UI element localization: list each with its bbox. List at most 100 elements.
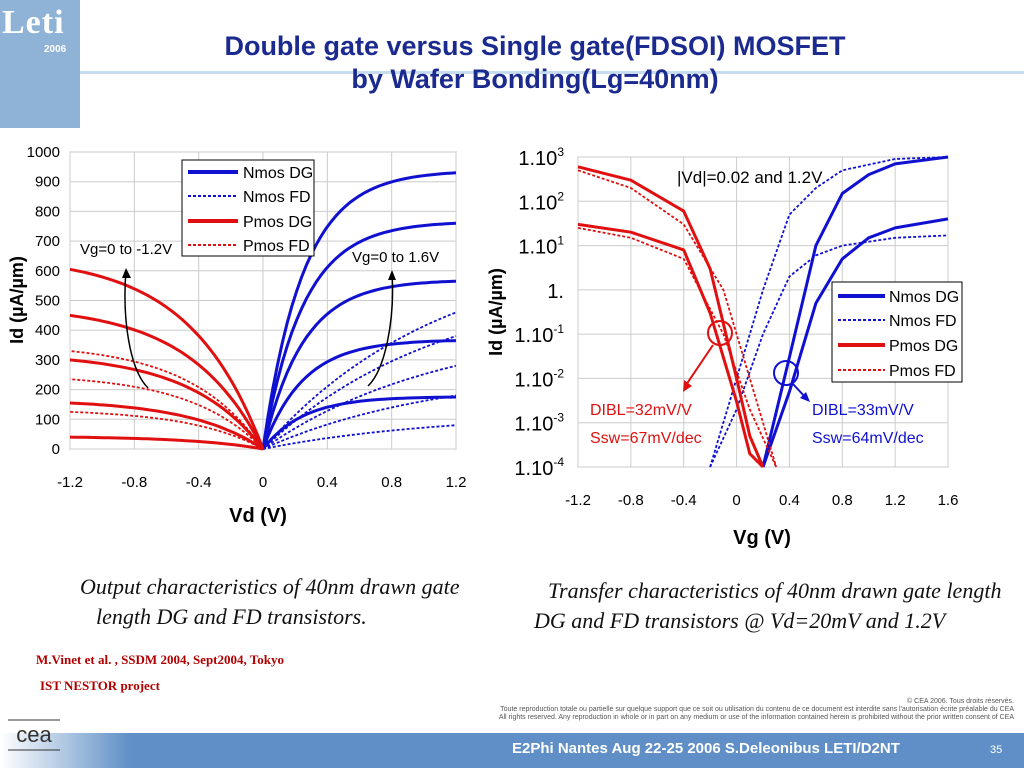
annotation-vg-positive: Vg=0 to 1.6V — [352, 249, 439, 266]
left-y-tick-label: 800 — [35, 203, 60, 220]
left-caption: Output characteristics of 40nm drawn gat… — [80, 572, 459, 632]
left-curve-nmos-dg — [261, 339, 457, 450]
leti-logo: Leti 2006 — [0, 0, 80, 128]
left-curve-nmos-dg — [261, 221, 457, 450]
arrow-head-vg-negative — [122, 268, 131, 278]
arrow-vg-positive — [367, 272, 394, 387]
left-curve-nmos-fd — [262, 394, 457, 450]
right-caption: Transfer characteristics of 40nm drawn g… — [534, 576, 1001, 636]
left-y-tick-label: 900 — [35, 174, 60, 191]
logo-text: Leti — [2, 4, 65, 41]
left-y-tick-label: 300 — [35, 352, 60, 369]
logo-year: 2006 — [44, 44, 67, 55]
left-y-axis-label: Id (µA/µm) — [7, 256, 27, 344]
title-line-2: by Wafer Bonding(Lg=40nm) — [351, 64, 719, 94]
right-x-tick-label: -1.2 — [565, 492, 591, 509]
right-legend-label-pmos-fd: Pmos FD — [889, 363, 956, 380]
left-caption-line-2: length DG and FD transistors. — [96, 604, 367, 629]
pmos-dibl-arrow-head — [683, 380, 692, 392]
title-rule — [80, 71, 1024, 74]
nmos-ssw-text: Ssw=64mV/dec — [812, 430, 924, 447]
left-curve-nmos-fd — [262, 364, 457, 450]
left-y-tick-label: 600 — [35, 263, 60, 280]
right-legend-box — [831, 281, 963, 383]
left-y-tick-label: 400 — [35, 322, 60, 339]
left-x-tick-label: 0.8 — [381, 474, 402, 491]
right-y-tick-label: 1.101 — [518, 234, 564, 259]
left-x-tick-label: -0.4 — [186, 474, 212, 491]
left-curve-nmos-fd — [262, 424, 457, 450]
output-characteristics-chart: -1.2 -0.8 -0.4 0 0.4 0.8 1.2 0 100 200 300 400 500 60… — [7, 144, 466, 527]
right-legend: Nmos DG Nmos FD Pmos DG Pmos FD — [831, 281, 963, 383]
left-curve-pmos-fd — [69, 350, 264, 450]
left-y-tick-label: 200 — [35, 382, 60, 399]
copyright-line-1: © CEA 2006. Tous droits réservés. — [907, 698, 1014, 705]
pmos-ssw-text: Ssw=67mV/dec — [590, 430, 702, 447]
left-curve-pmos-dg — [69, 267, 265, 450]
right-x-tick-label: 0.4 — [779, 492, 800, 509]
left-legend-label-nmos-dg: Nmos DG — [243, 165, 313, 182]
copyright-line-3: All rights reserved. Any reproduction in… — [498, 714, 1014, 721]
copyright-notice: © CEA 2006. Tous droits réservés. Toute … — [314, 698, 1014, 722]
left-curve-nmos-dg — [261, 171, 457, 450]
left-legend-label-pmos-dg: Pmos DG — [243, 214, 312, 231]
right-caption-line-1: Transfer characteristics of 40nm drawn g… — [548, 578, 1002, 603]
right-y-tick-label: 1.103 — [518, 145, 564, 170]
right-x-tick-label: 0.8 — [832, 492, 853, 509]
left-x-tick-label: -0.8 — [121, 474, 147, 491]
right-x-tick-label: -0.8 — [618, 492, 644, 509]
left-y-tick-label: 700 — [35, 233, 60, 250]
right-x-axis-label: Vg (V) — [733, 527, 791, 549]
pmos-dibl-text: DIBL=32mV/V — [590, 402, 692, 419]
right-x-tick-label: 0 — [732, 492, 740, 509]
svg-text:cea: cea — [16, 722, 52, 747]
left-curve-nmos-dg — [261, 279, 457, 450]
left-curve-nmos-dg — [261, 395, 457, 450]
footer-bar — [130, 733, 1024, 768]
cea-logo-icon: cea — [8, 719, 60, 751]
nmos-dibl-arrow-head — [800, 392, 810, 402]
arrow-head-vg-positive — [388, 270, 396, 280]
footer-text: E2Phi Nantes Aug 22-25 2006 S.Deleonibus… — [512, 740, 900, 757]
pmos-dibl-circle — [707, 320, 733, 346]
left-curve-pmos-fd — [69, 378, 264, 450]
right-y-tick-label: 1.102 — [518, 189, 564, 214]
left-curve-nmos-fd — [262, 335, 457, 450]
left-legend-label-nmos-fd: Nmos FD — [243, 189, 311, 206]
left-legend: Nmos DG Nmos FD Pmos DG Pmos FD — [181, 159, 315, 257]
left-legend-label-pmos-fd: Pmos FD — [243, 238, 310, 255]
right-curve-pmos-fd — [577, 227, 778, 468]
left-x-tick-label: 0 — [259, 474, 267, 491]
left-curve-nmos-fd — [262, 311, 457, 450]
right-curve-nmos-dg — [761, 217, 949, 468]
left-curve-pmos-dg — [69, 358, 265, 450]
right-curve-pmos-dg — [577, 222, 765, 469]
pmos-dibl-arrow — [685, 344, 714, 386]
annotation-vd: |Vd|=0.02 and 1.2V — [677, 168, 823, 187]
right-caption-line-2: DG and FD transistors @ Vd=20mV and 1.2V — [534, 608, 946, 633]
left-curve-pmos-fd — [69, 436, 264, 450]
right-legend-label-nmos-dg: Nmos DG — [889, 289, 959, 306]
right-legend-label-pmos-dg: Pmos DG — [889, 338, 958, 355]
right-y-tick-label: 1.10-3 — [514, 411, 564, 436]
right-y-axis-label: Id (µA/µm) — [486, 268, 506, 356]
left-curve-pmos-fd — [69, 314, 264, 450]
right-y-tick-label: 1.10-1 — [514, 322, 564, 347]
copyright-line-2: Toute reproduction totale ou partielle s… — [500, 706, 1014, 713]
right-y-tick-label: 1. — [547, 281, 564, 303]
left-legend-box — [181, 159, 315, 257]
right-curve-pmos-dg — [577, 165, 765, 468]
left-x-tick-label: 1.2 — [446, 474, 467, 491]
right-y-tick-label: 1.10-2 — [514, 366, 564, 391]
transfer-characteristics-chart: -1.2 -0.8 -0.4 0 0.4 0.8 1.2 1.61.10-41.10-31.1… — [486, 145, 963, 549]
right-x-tick-label: 1.6 — [938, 492, 959, 509]
right-curve-nmos-fd — [709, 156, 949, 468]
right-y-tick-label: 1.10-4 — [514, 455, 564, 480]
left-y-tick-label: 1000 — [27, 144, 60, 161]
slide-title: Double gate versus Single gate(FDSOI) MO… — [95, 30, 975, 96]
right-x-tick-label: 1.2 — [885, 492, 906, 509]
left-curve-pmos-fd — [69, 411, 264, 450]
left-x-axis-label: Vd (V) — [229, 505, 287, 527]
nmos-dibl-circle — [773, 360, 799, 386]
